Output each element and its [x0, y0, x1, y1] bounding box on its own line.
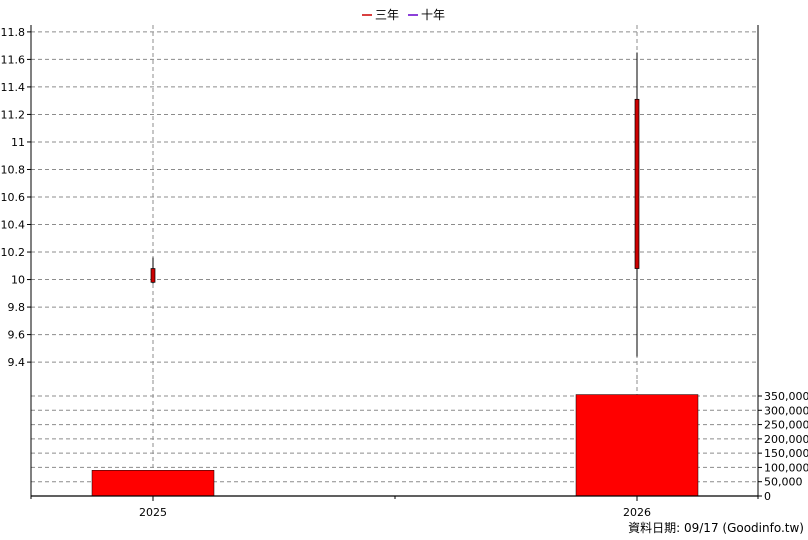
price-tick-label: 10.8 [1, 163, 26, 176]
price-tick-label: 11.8 [1, 26, 26, 39]
legend: 三年 十年 [362, 8, 445, 22]
price-tick-label: 11.4 [1, 81, 26, 94]
volume-bars [91, 394, 699, 497]
candlesticks [150, 52, 640, 357]
price-tick-label: 9.4 [8, 356, 26, 369]
price-tick-label: 10.2 [1, 246, 26, 259]
volume-tick-label: 100,000 [764, 461, 808, 474]
data-date-footer: 資料日期: 09/17 (Goodinfo.tw) [628, 521, 804, 535]
panel-frames [30, 25, 759, 497]
x-tick-label: 2025 [139, 506, 167, 519]
price-tick-label: 11 [11, 136, 25, 149]
volume-tick-label: 150,000 [764, 447, 808, 460]
legend-label-10yr: 十年 [421, 8, 445, 22]
volume-tick-label: 200,000 [764, 433, 808, 446]
volume-tick-label: 250,000 [764, 419, 808, 432]
volume-tick-label: 50,000 [764, 476, 803, 489]
price-tick-label: 10 [11, 274, 25, 287]
candle-body [150, 268, 156, 283]
price-tick-label: 11.6 [1, 53, 26, 66]
candle-body [634, 98, 640, 269]
price-tick-label: 11.2 [1, 108, 26, 121]
price-tick-label: 10.4 [1, 219, 26, 232]
price-tick-label: 10.6 [1, 191, 26, 204]
price-tick-label: 9.8 [8, 301, 26, 314]
price-tick-label: 9.6 [8, 329, 26, 342]
volume-tick-label: 300,000 [764, 404, 808, 417]
volume-tick-label: 0 [764, 490, 771, 503]
volume-bar [91, 470, 215, 497]
x-axis: 2025 2026 [30, 496, 759, 519]
price-axis: 9.4 9.6 9.8 10 10.2 10.4 10.6 10.8 11 11.2 11.4 11.… [1, 26, 31, 369]
x-tick-label: 2026 [623, 506, 651, 519]
volume-bar [575, 394, 699, 497]
volume-tick-label: 350,000 [764, 390, 808, 403]
legend-label-3yr: 三年 [375, 8, 399, 22]
